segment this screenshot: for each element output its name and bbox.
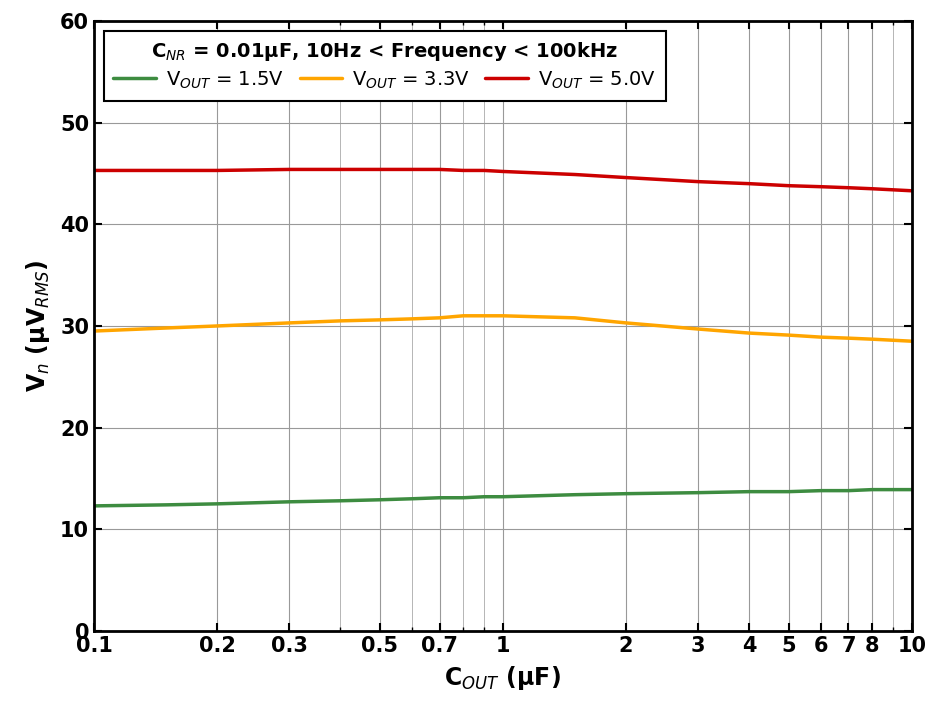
V$_{OUT}$ = 3.3V bbox=[693, 325, 704, 333]
V$_{OUT}$ = 1.5V bbox=[815, 486, 826, 495]
V$_{OUT}$ = 1.5V bbox=[744, 487, 755, 496]
V$_{OUT}$ = 5.0V bbox=[406, 165, 417, 174]
V$_{OUT}$ = 5.0V bbox=[88, 166, 100, 175]
V$_{OUT}$ = 5.0V bbox=[161, 166, 172, 175]
V$_{OUT}$ = 1.5V bbox=[434, 494, 446, 502]
V$_{OUT}$ = 5.0V bbox=[458, 166, 469, 175]
V$_{OUT}$ = 3.3V bbox=[406, 315, 417, 323]
Line: V$_{OUT}$ = 5.0V: V$_{OUT}$ = 5.0V bbox=[94, 170, 912, 191]
V$_{OUT}$ = 1.5V bbox=[335, 496, 346, 505]
V$_{OUT}$ = 5.0V bbox=[815, 182, 826, 191]
V$_{OUT}$ = 5.0V bbox=[374, 165, 385, 174]
V$_{OUT}$ = 3.3V bbox=[284, 319, 295, 327]
V$_{OUT}$ = 1.5V bbox=[497, 493, 509, 501]
V$_{OUT}$ = 3.3V bbox=[497, 311, 509, 320]
V$_{OUT}$ = 1.5V bbox=[906, 485, 917, 494]
V$_{OUT}$ = 3.3V bbox=[744, 329, 755, 337]
V$_{OUT}$ = 5.0V bbox=[497, 168, 509, 176]
V$_{OUT}$ = 3.3V bbox=[867, 335, 878, 343]
V$_{OUT}$ = 3.3V bbox=[478, 311, 490, 320]
V$_{OUT}$ = 3.3V bbox=[374, 315, 385, 324]
X-axis label: C$_{OUT}$ (μF): C$_{OUT}$ (μF) bbox=[445, 664, 561, 692]
V$_{OUT}$ = 3.3V bbox=[815, 333, 826, 341]
V$_{OUT}$ = 1.5V bbox=[284, 498, 295, 506]
V$_{OUT}$ = 3.3V bbox=[434, 313, 446, 322]
V$_{OUT}$ = 1.5V bbox=[570, 491, 581, 499]
V$_{OUT}$ = 5.0V bbox=[843, 184, 854, 192]
V$_{OUT}$ = 5.0V bbox=[744, 179, 755, 188]
V$_{OUT}$ = 3.3V bbox=[458, 311, 469, 320]
V$_{OUT}$ = 5.0V bbox=[906, 186, 917, 195]
V$_{OUT}$ = 5.0V bbox=[212, 166, 223, 175]
V$_{OUT}$ = 3.3V bbox=[88, 327, 100, 335]
V$_{OUT}$ = 5.0V bbox=[620, 173, 632, 182]
V$_{OUT}$ = 3.3V bbox=[783, 331, 794, 339]
Line: V$_{OUT}$ = 1.5V: V$_{OUT}$ = 1.5V bbox=[94, 489, 912, 506]
V$_{OUT}$ = 3.3V bbox=[161, 324, 172, 332]
V$_{OUT}$ = 5.0V bbox=[434, 165, 446, 174]
V$_{OUT}$ = 5.0V bbox=[570, 170, 581, 179]
V$_{OUT}$ = 1.5V bbox=[88, 502, 100, 510]
V$_{OUT}$ = 1.5V bbox=[693, 489, 704, 497]
V$_{OUT}$ = 1.5V bbox=[406, 495, 417, 503]
Line: V$_{OUT}$ = 3.3V: V$_{OUT}$ = 3.3V bbox=[94, 315, 912, 341]
V$_{OUT}$ = 1.5V bbox=[478, 493, 490, 501]
V$_{OUT}$ = 1.5V bbox=[458, 494, 469, 502]
V$_{OUT}$ = 5.0V bbox=[478, 166, 490, 175]
V$_{OUT}$ = 1.5V bbox=[374, 496, 385, 504]
V$_{OUT}$ = 3.3V bbox=[906, 337, 917, 346]
V$_{OUT}$ = 1.5V bbox=[620, 489, 632, 498]
V$_{OUT}$ = 1.5V bbox=[783, 487, 794, 496]
V$_{OUT}$ = 5.0V bbox=[783, 182, 794, 190]
V$_{OUT}$ = 5.0V bbox=[284, 165, 295, 174]
V$_{OUT}$ = 5.0V bbox=[693, 177, 704, 186]
V$_{OUT}$ = 3.3V bbox=[843, 334, 854, 342]
V$_{OUT}$ = 1.5V bbox=[867, 485, 878, 494]
Legend: V$_{OUT}$ = 1.5V, V$_{OUT}$ = 3.3V, V$_{OUT}$ = 5.0V: V$_{OUT}$ = 1.5V, V$_{OUT}$ = 3.3V, V$_{… bbox=[103, 31, 666, 101]
V$_{OUT}$ = 1.5V bbox=[843, 486, 854, 495]
V$_{OUT}$ = 5.0V bbox=[867, 184, 878, 193]
V$_{OUT}$ = 3.3V bbox=[335, 317, 346, 325]
Y-axis label: V$_n$ (μV$_{RMS}$): V$_n$ (μV$_{RMS}$) bbox=[24, 260, 52, 392]
V$_{OUT}$ = 3.3V bbox=[570, 313, 581, 322]
V$_{OUT}$ = 1.5V bbox=[161, 501, 172, 509]
V$_{OUT}$ = 3.3V bbox=[620, 319, 632, 327]
V$_{OUT}$ = 1.5V bbox=[212, 500, 223, 508]
V$_{OUT}$ = 5.0V bbox=[335, 165, 346, 174]
V$_{OUT}$ = 3.3V bbox=[212, 322, 223, 330]
